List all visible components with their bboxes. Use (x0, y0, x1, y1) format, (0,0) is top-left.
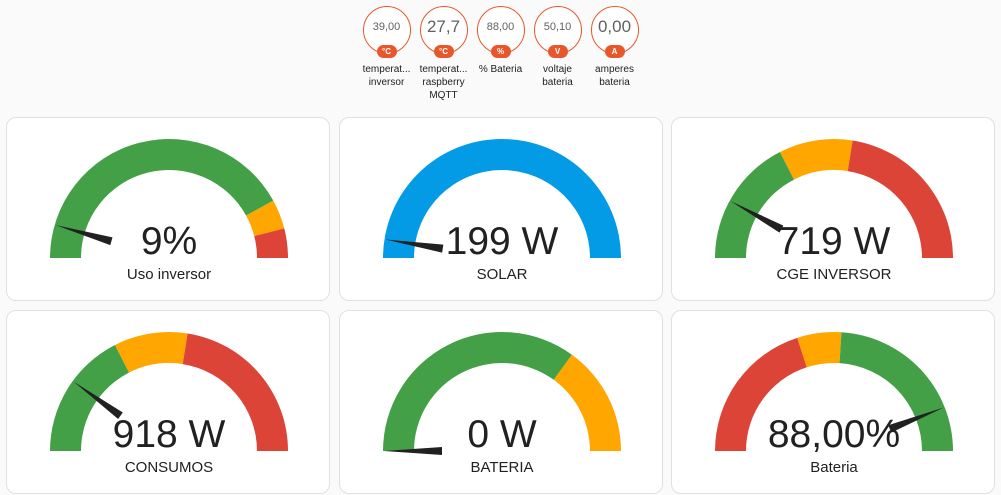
badge-unit: °C (376, 45, 397, 58)
gauge-needle (55, 225, 113, 246)
badge-circle: 27,7 °C (419, 6, 468, 58)
gauge-segment-orange (779, 139, 853, 180)
gauge-name: CONSUMOS (124, 459, 214, 476)
badge-value: 0,00 (597, 17, 632, 36)
badge-value: 50,10 (543, 21, 572, 33)
gauge-dial (383, 332, 621, 455)
badge-porcentaje-bateria[interactable]: 88,00 % % Bateria (472, 6, 529, 102)
badge-unit: °C (433, 45, 454, 58)
gauge-card-bateria-potencia[interactable]: 0 W BATERIA (339, 310, 663, 494)
gauge-value: 199 W (445, 220, 559, 263)
gauge-segment-orange (553, 354, 621, 451)
gauge-segment-red (715, 337, 807, 451)
badge-unit: % (490, 45, 511, 58)
gauge-name: SOLAR (476, 266, 528, 283)
badge-circle: 88,00 % (476, 6, 525, 58)
gauge-segment-green (50, 344, 130, 451)
gauge-segment-green (839, 332, 953, 451)
gauge-name: Uso inversor (126, 266, 212, 283)
gauge-needle (73, 381, 123, 419)
gauge-card-solar[interactable]: 199 W SOLAR (339, 117, 663, 301)
gauge-segment-red (182, 333, 288, 451)
gauge-needle (385, 239, 444, 253)
badge-label: temperat... raspberry MQTT (419, 64, 468, 101)
gauge-card-consumos[interactable]: 918 W CONSUMOS (6, 310, 330, 494)
gauge-card-cge-inversor[interactable]: 719 W CGE INVERSOR (671, 117, 995, 301)
gauge-name: Bateria (810, 459, 858, 476)
gauge-dial (715, 139, 953, 258)
gauge-value: 88,00% (767, 413, 901, 456)
gauge-segment-orange (114, 332, 188, 373)
gauge-name: CGE INVERSOR (776, 266, 892, 283)
gauge-dial (49, 138, 288, 258)
badge-value: 39,00 (372, 21, 401, 33)
badge-unit: A (604, 45, 625, 58)
badge-value: 88,00 (486, 21, 515, 33)
gauge-needle (730, 201, 784, 233)
badge-value: 27,7 (426, 17, 461, 36)
gauge-dial (50, 332, 288, 451)
gauge-value: 0 W (467, 413, 537, 456)
gauge-value: 719 W (777, 220, 891, 263)
badge-temperatura-inversor[interactable]: 39,00 °C temperat... inversor (358, 6, 415, 102)
gauge-segment-blue (383, 139, 621, 258)
badge-voltaje-bateria[interactable]: 50,10 V voltaje bateria (529, 6, 586, 102)
gauge-card-uso-inversor[interactable]: 9% Uso inversor (6, 117, 330, 301)
gauge-segment-green (715, 151, 795, 258)
gauge-segment-orange (246, 200, 285, 237)
badge-label: % Bateria (478, 64, 523, 75)
gauge-dial (715, 332, 953, 451)
badge-circle: 0,00 A (590, 6, 639, 58)
badge-unit: V (547, 45, 568, 58)
gauge-segment-orange (797, 332, 842, 368)
gauge-needle (384, 447, 442, 455)
gauge-name: BATERIA (470, 459, 534, 476)
gauge-segment-red (254, 228, 288, 258)
gauge-value: 918 W (112, 413, 226, 456)
badge-amperes-bateria[interactable]: 0,00 A amperes bateria (586, 6, 643, 102)
gauge-value: 9% (140, 220, 198, 263)
gauge-segment-red (847, 140, 953, 258)
badge-label: voltaje bateria (542, 64, 573, 88)
gauge-segment-green (49, 138, 274, 258)
gauge-needle (888, 407, 944, 433)
badge-circle: 50,10 V (533, 6, 582, 58)
entity-badges: 39,00 °C temperat... inversor 27,7 °C te… (358, 6, 643, 102)
badge-temperatura-raspberry[interactable]: 27,7 °C temperat... raspberry MQTT (415, 6, 472, 102)
badge-label: amperes bateria (595, 64, 634, 88)
badge-label: temperat... inversor (362, 64, 411, 88)
gauge-dial (383, 139, 621, 258)
badge-circle: 39,00 °C (362, 6, 411, 58)
gauge-card-bateria-porcentaje[interactable]: 88,00% Bateria (671, 310, 995, 494)
gauge-segment-green (383, 332, 572, 451)
